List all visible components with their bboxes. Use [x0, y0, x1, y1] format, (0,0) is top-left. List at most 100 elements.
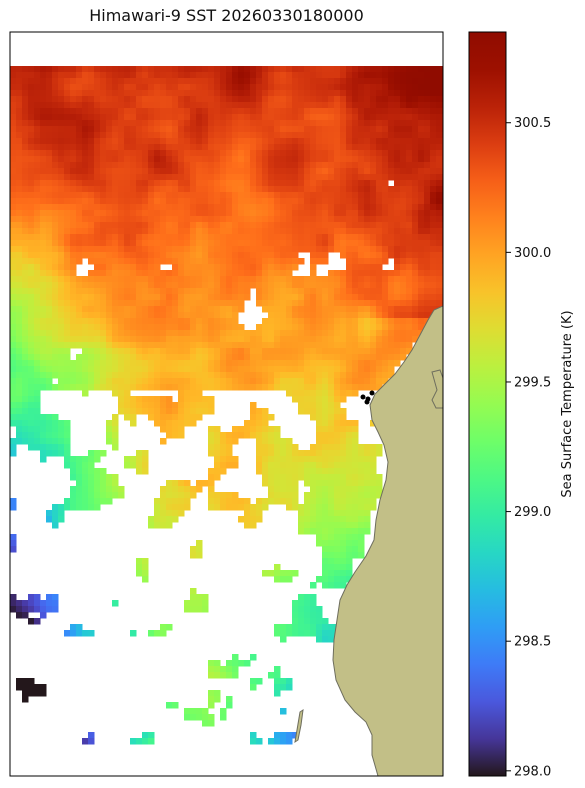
sst-cell [262, 180, 269, 187]
sst-cell [88, 114, 95, 121]
sst-cell [112, 234, 119, 241]
sst-cell [22, 174, 29, 181]
sst-cell [274, 282, 281, 289]
sst-cell [376, 366, 383, 373]
sst-cell [250, 258, 257, 265]
sst-cell [226, 210, 233, 217]
sst-cell [28, 108, 35, 115]
sst-cell [316, 186, 323, 193]
sst-cell [208, 162, 215, 169]
sst-cell [256, 348, 263, 355]
sst-cell [100, 246, 107, 253]
sst-cell [106, 72, 113, 79]
sst-cell [226, 246, 233, 253]
sst-cell [40, 156, 47, 163]
sst-cell [46, 354, 53, 361]
sst-cell [142, 336, 149, 343]
sst-cell [172, 492, 179, 499]
sst-cell [430, 264, 437, 271]
sst-cell [358, 102, 365, 109]
sst-cell [394, 72, 401, 79]
sst-cell [220, 120, 227, 127]
sst-cell [172, 246, 179, 253]
sst-cell [280, 246, 287, 253]
sst-cell [64, 342, 71, 349]
sst-cell [202, 384, 209, 391]
sst-cell [298, 228, 305, 235]
sst-cell [328, 168, 335, 175]
sst-cell [304, 318, 311, 325]
sst-cell [346, 120, 353, 127]
sst-cell [268, 198, 275, 205]
sst-cell [262, 270, 269, 277]
sst-cell [280, 102, 287, 109]
sst-cell [352, 252, 359, 259]
sst-cell [262, 318, 269, 325]
sst-cell [328, 162, 335, 169]
sst-cell [76, 204, 83, 211]
sst-cell [340, 126, 347, 133]
sst-cell [220, 282, 227, 289]
sst-cell [34, 168, 41, 175]
sst-cell [178, 348, 185, 355]
sst-cell [412, 66, 419, 73]
sst-cell [256, 468, 263, 475]
sst-cell [202, 480, 209, 487]
sst-cell [208, 174, 215, 181]
sst-cell [244, 378, 251, 385]
sst-cell [358, 66, 365, 73]
sst-cell [256, 300, 263, 307]
sst-cell [400, 150, 407, 157]
sst-cell [340, 276, 347, 283]
sst-cell [208, 474, 215, 481]
sst-cell [376, 84, 383, 91]
sst-cell [340, 294, 347, 301]
sst-cell [202, 90, 209, 97]
sst-cell [166, 144, 173, 151]
sst-cell [394, 210, 401, 217]
sst-cell [286, 84, 293, 91]
sst-cell [46, 144, 53, 151]
sst-cell [196, 708, 203, 715]
sst-cell [40, 600, 47, 607]
sst-cell [214, 114, 221, 121]
sst-cell [142, 462, 149, 469]
sst-cell [364, 366, 371, 373]
sst-cell [280, 114, 287, 121]
sst-cell [364, 162, 371, 169]
sst-cell [142, 264, 149, 271]
sst-cell [370, 102, 377, 109]
sst-cell [112, 168, 119, 175]
sst-cell [370, 492, 377, 499]
sst-cell [286, 276, 293, 283]
sst-cell [268, 378, 275, 385]
sst-cell [130, 156, 137, 163]
sst-cell [394, 336, 401, 343]
sst-cell [148, 198, 155, 205]
sst-cell [214, 432, 221, 439]
sst-cell [250, 504, 257, 511]
sst-cell [238, 174, 245, 181]
sst-cell [358, 276, 365, 283]
sst-cell [298, 312, 305, 319]
sst-cell [310, 390, 317, 397]
sst-cell [160, 396, 167, 403]
sst-cell [304, 630, 311, 637]
sst-cell [112, 174, 119, 181]
sst-cell [436, 264, 443, 271]
sst-cell [76, 72, 83, 79]
sst-cell [430, 186, 437, 193]
sst-cell [412, 264, 419, 271]
sst-cell [64, 384, 71, 391]
sst-cell [298, 294, 305, 301]
sst-cell [154, 90, 161, 97]
sst-cell [418, 270, 425, 277]
sst-cell [196, 330, 203, 337]
sst-cell [28, 246, 35, 253]
sst-cell [304, 468, 311, 475]
sst-cell [16, 216, 23, 223]
sst-cell [214, 450, 221, 457]
sst-cell [376, 180, 383, 187]
sst-cell [154, 198, 161, 205]
sst-cell [112, 126, 119, 133]
